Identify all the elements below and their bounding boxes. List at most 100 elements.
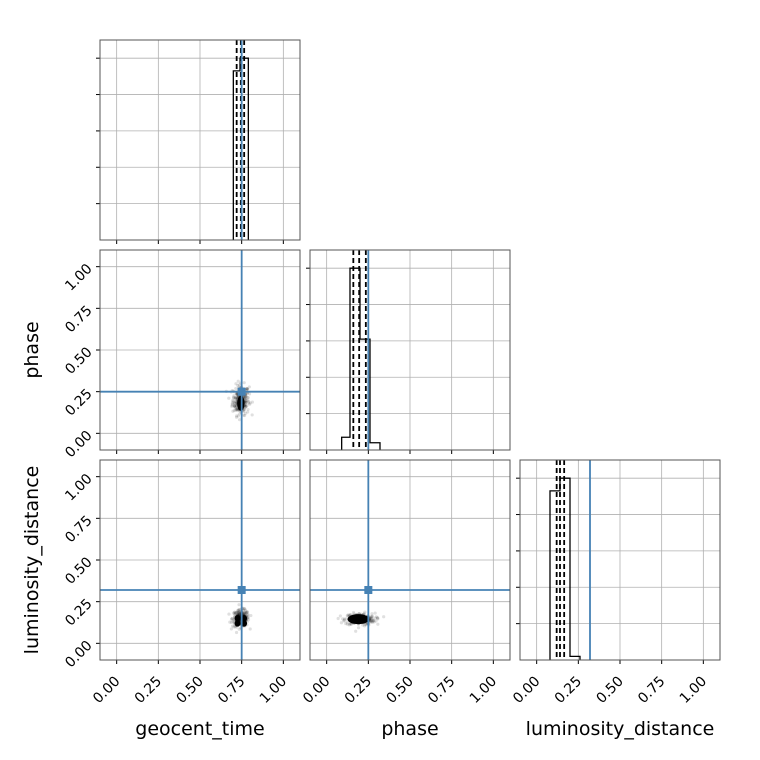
- sample-point: [237, 607, 241, 612]
- sample-point: [243, 400, 248, 404]
- x-tick-label: 0.75: [215, 674, 248, 707]
- sample-point: [370, 620, 375, 624]
- panel-frame: [309, 249, 511, 451]
- sample-point: [234, 387, 238, 391]
- sample-point: [230, 401, 235, 405]
- sample-point: [237, 418, 242, 422]
- density-core: [241, 615, 248, 622]
- sample-point: [344, 621, 348, 626]
- sample-point: [233, 396, 237, 400]
- sample-point: [235, 609, 240, 613]
- sample-point: [235, 612, 239, 616]
- sample-point: [246, 407, 250, 412]
- sample-point: [361, 623, 365, 627]
- sample-point: [246, 401, 250, 405]
- sample-point: [234, 399, 238, 403]
- sample-point: [345, 622, 349, 626]
- sample-point: [362, 624, 367, 628]
- panel-geocent_time-hist: [96, 39, 301, 244]
- sample-point: [370, 618, 374, 622]
- sample-point: [245, 610, 249, 615]
- sample-point: [227, 612, 231, 616]
- sample-point: [233, 396, 237, 400]
- truth-marker: [364, 586, 373, 594]
- x-tick-label: 1.00: [677, 674, 710, 707]
- sample-point: [234, 396, 238, 400]
- x-tick-label: 0.00: [300, 674, 333, 707]
- x-tick-label: 0.25: [342, 674, 375, 707]
- sample-point: [351, 610, 356, 615]
- sample-point: [243, 607, 247, 611]
- sample-point: [373, 611, 377, 615]
- sample-point: [236, 383, 240, 388]
- sample-point: [246, 615, 250, 619]
- sample-point: [363, 610, 367, 614]
- y-tick-label: 0.50: [62, 554, 95, 587]
- sample-point: [227, 396, 231, 400]
- density-core: [347, 614, 370, 625]
- sample-point: [244, 395, 248, 399]
- sample-point: [349, 622, 353, 626]
- sample-point: [234, 407, 238, 412]
- sample-point: [237, 612, 242, 616]
- sample-point: [248, 402, 252, 406]
- sample-point: [232, 408, 236, 413]
- sample-point: [345, 614, 349, 618]
- sample-point: [232, 612, 237, 616]
- truth-marker: [237, 586, 246, 594]
- sample-point: [235, 610, 239, 615]
- sample-point: [247, 385, 251, 389]
- sample-point: [245, 399, 249, 403]
- sample-point: [232, 399, 236, 403]
- panel-frame: [99, 249, 301, 451]
- sample-point: [339, 621, 344, 625]
- sample-point: [243, 405, 248, 409]
- sample-point: [237, 612, 241, 616]
- sample-point: [232, 394, 236, 398]
- sample-point: [230, 398, 235, 403]
- sample-point: [242, 413, 246, 417]
- sample-point: [369, 618, 373, 622]
- sample-point: [347, 622, 352, 626]
- sample-point: [235, 395, 239, 399]
- sample-point: [336, 616, 340, 621]
- x-tick-label: 0.25: [552, 674, 585, 707]
- sample-point: [349, 622, 353, 626]
- sample-point: [369, 615, 373, 619]
- sample-point: [245, 404, 249, 408]
- sample-point: [233, 401, 237, 406]
- sample-point: [234, 382, 238, 386]
- x-tick-label: 0.25: [132, 674, 165, 707]
- sample-point: [369, 620, 374, 624]
- sample-point: [230, 624, 235, 628]
- sample-point: [342, 617, 346, 621]
- sample-point: [237, 611, 241, 615]
- x-tick-label: 1.00: [467, 674, 500, 707]
- sample-point: [245, 391, 249, 396]
- sample-point: [230, 404, 234, 408]
- sample-point: [342, 619, 346, 623]
- sample-point: [230, 403, 234, 407]
- sample-point: [245, 387, 249, 391]
- sample-point: [376, 622, 380, 626]
- sample-point: [243, 395, 248, 399]
- sample-point: [372, 620, 376, 624]
- x-axis-label-luminosity_distance: luminosity_distance: [526, 718, 715, 740]
- sample-point: [376, 617, 380, 621]
- sample-point: [237, 610, 241, 614]
- sample-point: [231, 611, 236, 615]
- sample-point: [374, 615, 378, 619]
- y-tick-label: 1.00: [62, 261, 95, 294]
- sample-point: [356, 626, 361, 630]
- truth-marker: [237, 387, 246, 396]
- sample-point: [247, 400, 251, 404]
- y-tick-label: 0.00: [62, 638, 95, 671]
- y-axis-label-luminosity_distance: luminosity_distance: [21, 466, 43, 655]
- sample-point: [245, 610, 250, 614]
- sample-point: [232, 395, 236, 399]
- sample-point: [368, 619, 372, 623]
- sample-point: [244, 401, 248, 405]
- sample-point: [237, 608, 241, 613]
- sample-point: [376, 616, 380, 620]
